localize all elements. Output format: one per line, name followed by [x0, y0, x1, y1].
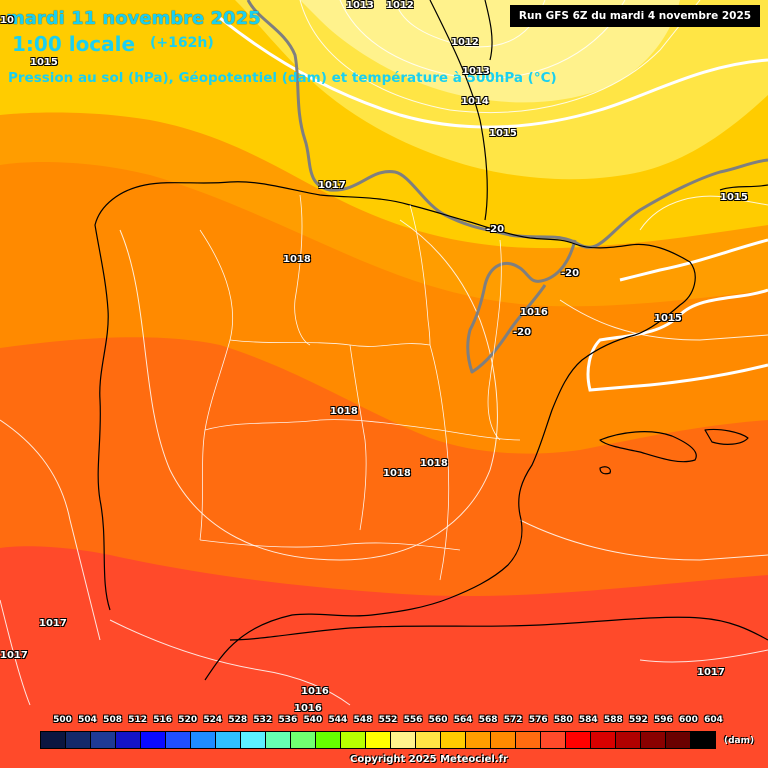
scale-tick-label: 584	[578, 715, 598, 725]
scale-swatch	[416, 732, 441, 748]
scale-tick-label: 572	[503, 715, 523, 725]
isobar-label: 1017	[318, 180, 346, 191]
isobar-label: 1012	[386, 0, 414, 11]
scale-swatch	[241, 732, 266, 748]
isobar-label: 1013	[346, 0, 374, 11]
scale-swatch	[216, 732, 241, 748]
scale-tick-label: 504	[78, 715, 97, 725]
scale-swatch	[566, 732, 591, 748]
scale-tick-label: 540	[303, 715, 323, 725]
scale-swatch	[616, 732, 641, 748]
scale-tick-label: 568	[478, 715, 498, 725]
scale-tick-label: 600	[679, 715, 698, 725]
scale-tick-label: 532	[253, 715, 273, 725]
scale-tick-label: 512	[128, 715, 148, 725]
scale-swatch	[341, 732, 366, 748]
scale-tick-label: 560	[428, 715, 448, 725]
scale-swatch	[66, 732, 91, 748]
color-scale-bar	[40, 731, 716, 749]
scale-swatch	[516, 732, 541, 748]
scale-swatch	[91, 732, 116, 748]
isobar-label: 1017	[697, 667, 725, 678]
isobar-label: 1018	[420, 458, 448, 469]
scale-swatch	[291, 732, 316, 748]
map-subtitle: Pression au sol (hPa), Géopotentiel (dam…	[8, 70, 557, 86]
scale-swatch	[666, 732, 691, 748]
scale-swatch	[391, 732, 416, 748]
isobar-label: 1015	[30, 57, 58, 68]
copyright: Copyright 2025 Meteociel.fr	[350, 754, 508, 765]
region-borders	[199, 194, 521, 581]
scale-tick-label: 500	[53, 715, 72, 725]
scale-tick-label: 548	[353, 715, 373, 725]
isobar-label: 1013	[462, 66, 490, 77]
scale-swatch	[491, 732, 516, 748]
scale-swatch	[316, 732, 341, 748]
scale-swatch	[116, 732, 141, 748]
scale-swatch	[141, 732, 166, 748]
isobar-label: 10	[0, 15, 14, 26]
scale-swatch	[166, 732, 191, 748]
scale-tick-label: 508	[103, 715, 122, 725]
scale-tick-label: 588	[603, 715, 623, 725]
scale-tick-label: 604	[704, 715, 723, 725]
isobar-label: 1016	[294, 703, 322, 714]
scale-swatch	[266, 732, 291, 748]
scale-tick-label: 516	[153, 715, 173, 725]
isobar-label: 1016	[301, 686, 329, 697]
isobar-label: 1018	[283, 254, 311, 265]
scale-tick-label: 544	[328, 715, 348, 725]
forecast-lead-time: (+162h)	[150, 35, 214, 51]
isobar-label: 1016	[520, 307, 548, 318]
isobar-label: 1015	[489, 128, 517, 139]
scale-tick-label: 524	[203, 715, 223, 725]
scale-swatch	[541, 732, 566, 748]
scale-tick-label: 528	[228, 715, 248, 725]
scale-tick-label: 552	[378, 715, 398, 725]
isobars-thick	[219, 16, 768, 392]
isobars	[0, 0, 768, 706]
forecast-date: mardi 11 novembre 2025	[6, 8, 261, 29]
isobar-label: 1017	[0, 650, 28, 661]
scale-tick-label: 520	[178, 715, 198, 725]
coastlines	[94, 0, 768, 681]
scale-tick-label: 576	[528, 715, 548, 725]
scale-swatch	[41, 732, 66, 748]
scale-swatch	[641, 732, 666, 748]
scale-swatch	[441, 732, 466, 748]
isotherm-label: -20	[513, 327, 532, 338]
isobar-label: 1015	[720, 192, 748, 203]
forecast-time: 1:00 locale	[12, 32, 136, 56]
model-run-info: Run GFS 6Z du mardi 4 novembre 2025	[510, 5, 760, 27]
scale-tick-label: 592	[628, 715, 648, 725]
scale-tick-label: 536	[278, 715, 298, 725]
scale-swatch	[366, 732, 391, 748]
isobar-label: 1014	[461, 96, 489, 107]
isobar-label: 1017	[39, 618, 67, 629]
isobar-label: 1018	[383, 468, 411, 479]
scale-unit: (dam)	[724, 736, 755, 746]
isotherm-label: -20	[486, 224, 505, 235]
scale-tick-label: 580	[553, 715, 573, 725]
scale-tick-label: 596	[654, 715, 673, 725]
scale-tick-label: 564	[453, 715, 473, 725]
isobar-label: 1015	[654, 313, 682, 324]
scale-swatch	[691, 732, 715, 748]
scale-tick-label: 556	[403, 715, 423, 725]
scale-swatch	[466, 732, 491, 748]
scale-swatch	[591, 732, 616, 748]
scale-swatch	[191, 732, 216, 748]
isobar-label: 1018	[330, 406, 358, 417]
isotherm-label: -20	[561, 268, 580, 279]
isobar-label: 1012	[451, 37, 479, 48]
